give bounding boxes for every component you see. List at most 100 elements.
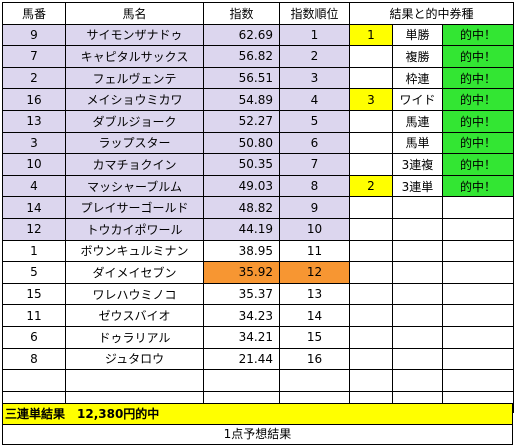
table-row: 10 カマチョクイン 50.35 7 3連複 的中！ bbox=[2, 153, 515, 176]
table-row: 14 プレイサーゴールド 48.82 9 bbox=[2, 196, 515, 219]
index-cell: 34.21 bbox=[203, 325, 280, 349]
bet-type-cell: ワイド bbox=[392, 88, 443, 111]
horse-no-cell: 14 bbox=[2, 196, 66, 219]
one-point-prediction-caption: 1点予想結果 bbox=[2, 424, 513, 445]
result-position-cell bbox=[349, 369, 393, 392]
index-cell: 50.80 bbox=[203, 131, 280, 155]
table-row: 11 ゼウスバイオ 34.23 14 bbox=[2, 304, 515, 327]
horse-no-cell bbox=[2, 369, 66, 392]
horse-name-cell bbox=[65, 369, 204, 392]
index-rank-cell: 11 bbox=[279, 239, 350, 263]
index-cell: 62.69 bbox=[203, 23, 280, 47]
hit-cell bbox=[441, 304, 515, 327]
result-position-cell: 2 bbox=[349, 174, 393, 198]
horse-no-cell: 7 bbox=[2, 45, 66, 68]
index-rank-cell: 1 bbox=[279, 23, 350, 47]
index-rank-cell: 6 bbox=[279, 131, 350, 155]
table-row: 8 ジュタロウ 21.44 16 bbox=[2, 347, 515, 371]
horse-no-cell: 16 bbox=[2, 88, 66, 111]
horse-no-cell: 11 bbox=[2, 304, 66, 327]
horse-no-cell: 15 bbox=[2, 282, 66, 306]
prediction-table: 馬番 馬名 指数 指数順位 結果と的中券種 9 サイモンザナドゥ 62.69 1 1 単勝… bbox=[2, 2, 515, 414]
table-row: 16 メイショウミカワ 54.89 4 3 ワイド 的中！ bbox=[2, 88, 515, 111]
index-rank-cell: 15 bbox=[279, 325, 350, 349]
table-row bbox=[2, 369, 515, 392]
result-position-cell bbox=[349, 196, 393, 219]
result-position-cell bbox=[349, 66, 393, 90]
hit-cell: 的中！ bbox=[441, 131, 515, 155]
horse-name-cell: ゼウスバイオ bbox=[65, 304, 204, 327]
hit-cell bbox=[441, 196, 515, 219]
index-rank-cell: 4 bbox=[279, 88, 350, 111]
result-position-cell: 1 bbox=[349, 23, 393, 47]
header-index: 指数 bbox=[203, 2, 280, 25]
index-cell: 38.95 bbox=[203, 239, 280, 263]
header-result: 結果と的中券種 bbox=[348, 2, 515, 25]
result-position-cell bbox=[349, 217, 393, 241]
horse-name-cell: キャピタルサックス bbox=[65, 45, 204, 68]
bet-type-cell: 複勝 bbox=[392, 45, 443, 68]
index-cell: 56.82 bbox=[203, 45, 280, 68]
result-position-cell: 3 bbox=[349, 88, 393, 111]
index-rank-cell: 2 bbox=[279, 45, 350, 68]
horse-name-cell: ダブルジョーク bbox=[65, 109, 204, 133]
index-rank-cell: 8 bbox=[279, 174, 350, 198]
bet-type-cell bbox=[392, 261, 443, 284]
index-cell: 52.27 bbox=[203, 109, 280, 133]
horse-name-cell: プレイサーゴールド bbox=[65, 196, 204, 219]
bet-type-cell bbox=[392, 282, 443, 306]
index-cell bbox=[203, 369, 280, 392]
horse-no-cell: 13 bbox=[2, 109, 66, 133]
horse-name-cell: トウカイポワール bbox=[65, 217, 204, 241]
table-row: 15 ワレハウミノコ 35.37 13 bbox=[2, 282, 515, 306]
result-position-cell bbox=[349, 282, 393, 306]
horse-no-cell: 2 bbox=[2, 66, 66, 90]
bet-type-cell: 単勝 bbox=[392, 23, 443, 47]
table-row: 5 ダイメイセブン 35.92 12 bbox=[2, 261, 515, 284]
hit-cell: 的中！ bbox=[441, 174, 515, 198]
bet-type-cell: 馬単 bbox=[392, 131, 443, 155]
index-cell: 35.37 bbox=[203, 282, 280, 306]
index-cell: 54.89 bbox=[203, 88, 280, 111]
table-row: 9 サイモンザナドゥ 62.69 1 1 単勝 的中！ bbox=[2, 23, 515, 47]
index-rank-cell: 5 bbox=[279, 109, 350, 133]
horse-name-cell: マッシャーブルム bbox=[65, 174, 204, 198]
index-cell: 44.19 bbox=[203, 217, 280, 241]
index-rank-cell: 7 bbox=[279, 153, 350, 176]
table-row: 6 ドゥラリアル 34.21 15 bbox=[2, 325, 515, 349]
hit-cell bbox=[441, 261, 515, 284]
hit-cell: 的中！ bbox=[441, 23, 515, 47]
table-row: 13 ダブルジョーク 52.27 5 馬連 的中！ bbox=[2, 109, 515, 133]
header-horse-name: 馬名 bbox=[65, 2, 204, 25]
index-rank-cell: 12 bbox=[279, 261, 350, 284]
horse-no-cell: 8 bbox=[2, 347, 66, 371]
horse-no-cell: 10 bbox=[2, 153, 66, 176]
hit-cell: 的中！ bbox=[441, 45, 515, 68]
hit-cell bbox=[441, 239, 515, 263]
hit-cell bbox=[441, 369, 515, 392]
table-row: 1 ボウンキュルミナン 38.95 11 bbox=[2, 239, 515, 263]
horse-no-cell: 1 bbox=[2, 239, 66, 263]
horse-no-cell: 3 bbox=[2, 131, 66, 155]
bet-type-cell bbox=[392, 347, 443, 371]
bet-type-cell bbox=[392, 304, 443, 327]
bet-type-cell: 3連単 bbox=[392, 174, 443, 198]
horse-name-cell: フェルヴェンテ bbox=[65, 66, 204, 90]
horse-name-cell: ダイメイセブン bbox=[65, 261, 204, 284]
horse-name-cell: ドゥラリアル bbox=[65, 325, 204, 349]
bet-type-cell bbox=[392, 239, 443, 263]
bet-type-cell: 3連複 bbox=[392, 153, 443, 176]
result-position-cell bbox=[349, 239, 393, 263]
bet-type-cell bbox=[392, 369, 443, 392]
bet-type-cell bbox=[392, 196, 443, 219]
result-position-cell bbox=[349, 261, 393, 284]
table-row: 12 トウカイポワール 44.19 10 bbox=[2, 217, 515, 241]
result-position-cell bbox=[349, 304, 393, 327]
index-rank-cell: 9 bbox=[279, 196, 350, 219]
bet-type-cell bbox=[392, 325, 443, 349]
index-rank-cell: 13 bbox=[279, 282, 350, 306]
bet-type-cell bbox=[392, 217, 443, 241]
table-row: 2 フェルヴェンテ 56.51 3 枠連 的中！ bbox=[2, 66, 515, 90]
index-cell: 34.23 bbox=[203, 304, 280, 327]
hit-cell bbox=[441, 282, 515, 306]
